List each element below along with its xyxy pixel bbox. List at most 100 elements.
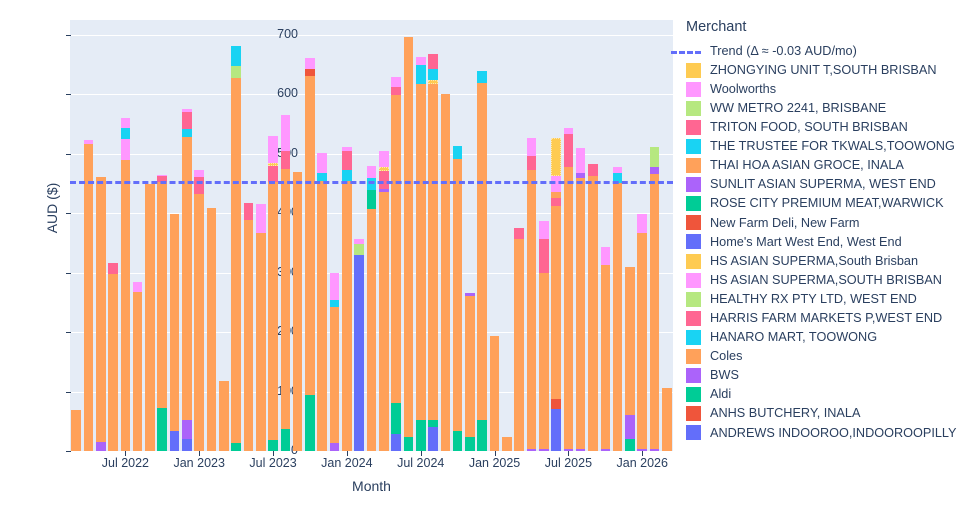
legend-item[interactable]: THE TRUSTEE FOR TKWALS,TOOWONG [686,137,976,156]
bar-segment[interactable] [71,409,81,451]
bar-segment[interactable] [379,192,389,451]
bar[interactable] [563,128,574,451]
bar-segment[interactable] [280,168,291,430]
bar-segment[interactable] [182,129,192,138]
legend-item[interactable]: ANHS BUTCHERY, INALA [686,404,976,423]
bar[interactable] [169,213,180,451]
legend-item[interactable]: SUNLIT ASIAN SUPERMA, WEST END [686,175,976,194]
bar-segment[interactable] [612,183,623,451]
bar-segment[interactable] [366,177,377,191]
legend-item[interactable]: BWS [686,366,976,385]
bar-segment[interactable] [379,150,389,168]
legend-item[interactable]: Aldi [686,385,976,404]
bar-segment[interactable] [477,83,488,421]
legend-item[interactable]: THAI HOA ASIAN GROCE, INALA [686,156,976,175]
bar-segment[interactable] [120,128,131,139]
bar-segment[interactable] [169,431,180,451]
bar-segment[interactable] [391,86,401,95]
bar[interactable] [526,137,537,451]
bar[interactable] [95,176,106,451]
legend-item[interactable]: WW METRO 2241, BRISBANE [686,99,976,118]
bar-segment[interactable] [219,380,229,451]
bar-segment[interactable] [305,58,315,69]
bar[interactable] [206,208,217,451]
bar-segment[interactable] [563,128,574,135]
bar-segment[interactable] [157,174,168,177]
legend-item[interactable]: ZHONGYING UNIT T,SOUTH BRISBAN [686,61,976,80]
bar[interactable] [194,170,204,451]
bar[interactable] [662,388,672,451]
bar-segment[interactable] [157,181,168,409]
bar-segment[interactable] [403,37,414,438]
bar-segment[interactable] [538,220,549,239]
bar-segment[interactable] [502,436,512,451]
bar[interactable] [391,77,401,451]
bar-segment[interactable] [551,198,561,206]
bar-segment[interactable] [366,209,377,451]
bar-segment[interactable] [649,147,660,168]
bar-segment[interactable] [526,155,537,170]
bar-segment[interactable] [194,176,204,194]
legend-item[interactable]: New Farm Deli, New Farm [686,213,976,232]
bar-segment[interactable] [342,146,352,151]
bar[interactable] [428,53,438,451]
bar-segment[interactable] [391,77,401,87]
bar-segment[interactable] [465,437,475,451]
bar-segment[interactable] [625,266,635,416]
legend-item[interactable]: HANARO MART, TOOWONG [686,328,976,347]
legend-item[interactable]: Coles [686,347,976,366]
bar-segment[interactable] [563,448,574,451]
bar-segment[interactable] [317,153,328,173]
bar-segment[interactable] [329,307,340,444]
legend-item[interactable]: Home's Mart West End, West End [686,232,976,251]
bar[interactable] [83,139,94,451]
legend-item[interactable]: HARRIS FARM MARKETS P,WEST END [686,309,976,328]
bar-segment[interactable] [391,434,401,451]
bar-segment[interactable] [329,300,340,308]
bar-segment[interactable] [292,171,303,451]
bar-segment[interactable] [551,192,561,199]
bar[interactable] [649,147,660,451]
bar-segment[interactable] [538,238,549,273]
legend-item[interactable]: HS ASIAN SUPERMA,South Brisban [686,252,976,271]
bar-segment[interactable] [637,213,648,233]
bar[interactable] [612,166,623,451]
bar[interactable] [366,166,377,451]
bar-segment[interactable] [379,167,389,172]
bar-segment[interactable] [526,169,537,449]
legend-item[interactable]: TRITON FOOD, SOUTH BRISBAN [686,118,976,137]
bar-segment[interactable] [575,448,586,451]
legend-item-trend[interactable]: Trend (Δ ≈ -0.03 AUD/mo) [671,42,976,61]
bar[interactable] [132,282,143,451]
bar[interactable] [231,46,241,451]
bar-segment[interactable] [231,65,241,78]
bar-segment[interactable] [194,193,204,451]
bar-segment[interactable] [588,163,598,176]
bar[interactable] [440,93,451,451]
bar-segment[interactable] [489,336,500,451]
bar-segment[interactable] [305,75,315,396]
bar-segment[interactable] [182,137,192,420]
bar[interactable] [292,171,303,451]
bar-segment[interactable] [354,254,364,451]
bar-segment[interactable] [415,56,426,66]
bar-segment[interactable] [182,108,192,112]
bar-segment[interactable] [342,180,352,451]
bar-segment[interactable] [354,244,364,255]
bar-segment[interactable] [268,440,278,451]
bar-segment[interactable] [280,150,291,159]
bar-segment[interactable] [157,176,168,182]
bar-segment[interactable] [612,166,623,173]
bar-segment[interactable] [649,167,660,174]
bar-segment[interactable] [428,68,438,81]
bar-segment[interactable] [243,203,254,220]
bar[interactable] [538,220,549,451]
bar-segment[interactable] [452,430,463,451]
bar-segment[interactable] [206,208,217,451]
bar[interactable] [317,153,328,451]
bar-segment[interactable] [477,70,488,84]
bar-segment[interactable] [551,408,561,451]
bar-segment[interactable] [391,94,401,403]
bar-segment[interactable] [415,65,426,85]
bar-segment[interactable] [649,448,660,451]
